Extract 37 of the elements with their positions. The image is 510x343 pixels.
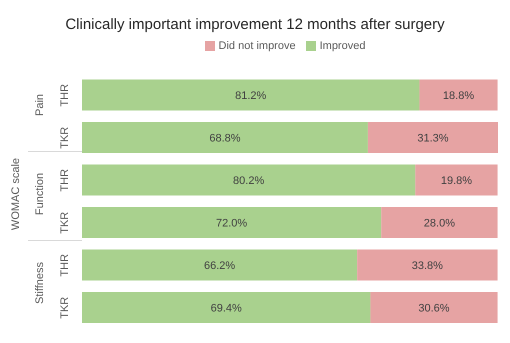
legend-label: Did not improve [218,40,296,52]
data-label: 80.2% [233,175,264,188]
bar [368,122,498,154]
data-label: 30.6% [418,302,450,315]
bar [82,250,358,281]
data-label: 66.2% [204,260,236,272]
y-tick-label: THR [59,84,71,107]
text: Pain [34,92,46,118]
data-label: 68.8% [209,132,241,145]
data-label: 81.2% [235,90,267,102]
bar [381,207,498,238]
bar [82,292,370,324]
bar [82,122,368,154]
data-label: 72.0% [216,218,248,230]
chart-title: Clinically important improvement 12 months after surgery [64,16,446,33]
y-tick-label: TKR [59,296,71,319]
data-label: 18.8% [442,90,474,102]
y-tick-label: THR [59,168,71,192]
y-axis-title: WOMAC scale [10,156,22,232]
text: Function [34,171,46,217]
bar [370,292,498,324]
text: Stiffness [34,260,46,306]
bar [357,250,498,281]
legend-label: Improved [320,40,366,52]
data-label: 69.4% [210,302,242,315]
bar [82,207,382,238]
data-label: 19.8% [440,175,472,188]
bar [82,164,416,196]
bar [415,164,498,196]
bar [419,80,498,111]
data-label: 31.3% [417,132,449,145]
bar [82,80,420,111]
y-tick-label: TKR [59,126,71,149]
y-tick-label: THR [59,254,71,277]
data-label: 28.0% [424,218,456,230]
y-tick-label: TKR [59,212,71,234]
data-label: 33.8% [412,260,444,272]
